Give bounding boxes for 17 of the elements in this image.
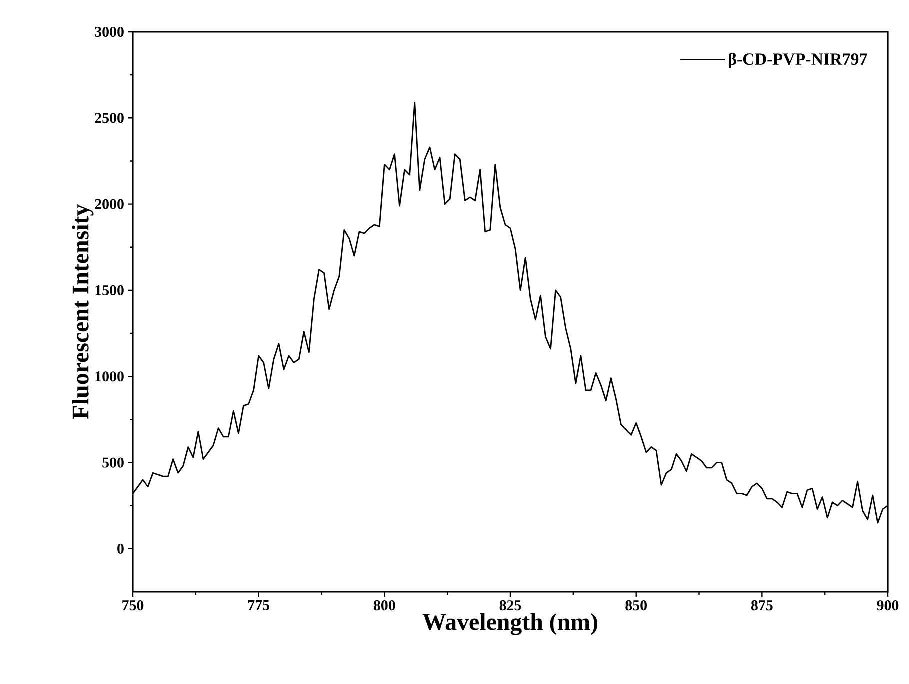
y-tick-label: 2000 (95, 199, 124, 210)
y-tick-label: 500 (102, 458, 124, 468)
x-tick-label: 900 (877, 600, 899, 611)
x-tick-label: 825 (500, 600, 522, 611)
y-tick-label: 1500 (96, 285, 124, 296)
x-tick-label: 750 (122, 600, 144, 611)
x-tick-label: 875 (751, 600, 773, 611)
x-tick-label: 775 (248, 600, 270, 610)
y-axis-title: Fluorescent Intensity (72, 204, 94, 420)
y-tick-label: 1000 (96, 372, 124, 382)
legend-label: β-CD-PVP-NIR797 (728, 52, 868, 69)
x-tick-label: 850 (626, 600, 647, 611)
y-tick-label: 2500 (95, 113, 124, 124)
x-axis-title: Wavelength (nm) (422, 613, 598, 636)
y-tick-label: 3000 (95, 26, 124, 38)
y-tick-label: 0 (118, 544, 124, 554)
x-tick-label: 800 (374, 600, 396, 611)
